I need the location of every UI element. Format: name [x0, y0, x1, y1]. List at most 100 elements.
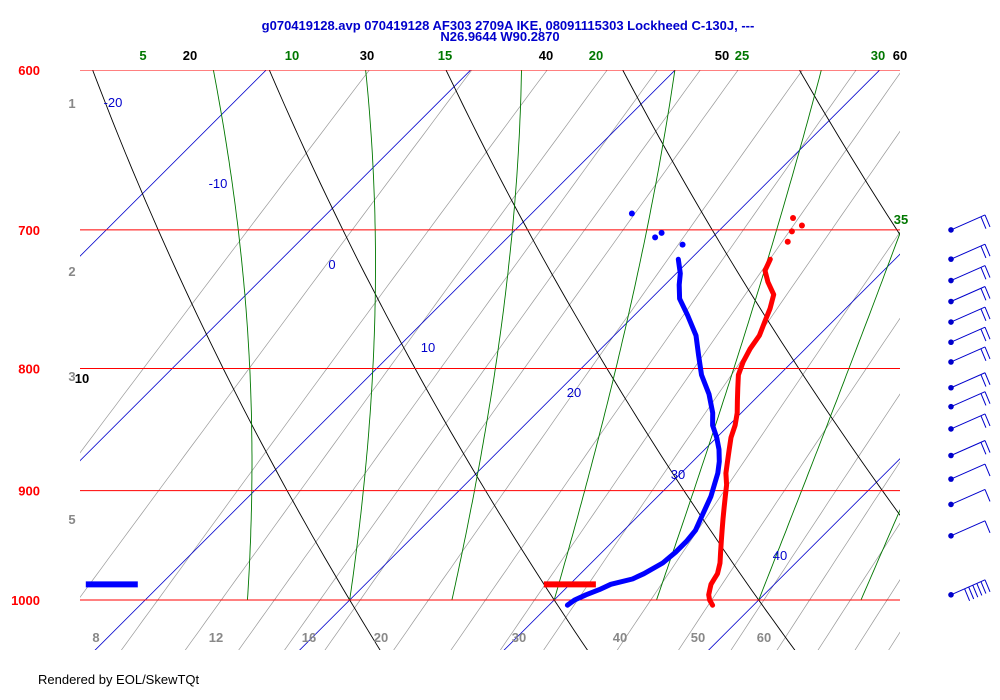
mixing-ratio-line	[393, 70, 803, 650]
mixing-ratio-line	[730, 393, 900, 650]
wind-barb-staff	[950, 391, 986, 408]
wind-barb-base	[948, 476, 954, 482]
wind-barbs	[948, 214, 991, 601]
dry-adiabat-label: 20	[183, 48, 197, 63]
wind-barb-base	[948, 256, 954, 262]
chart-title: g070419128.avp 070419128 AF303 2709A IKE…	[262, 18, 755, 33]
altitude-label: 2	[68, 264, 75, 279]
wind-barb-staff	[950, 579, 986, 596]
wind-barb-flag	[980, 267, 987, 280]
mixing-ratio-line	[919, 0, 1000, 651]
wind-barb-staff	[950, 243, 986, 260]
mixing-ratio-label: 8	[92, 630, 99, 645]
isotherm-label: 30	[671, 467, 685, 482]
isotherm-label: -10	[209, 176, 228, 191]
wind-barb-flag	[984, 372, 991, 385]
wind-barb-base	[948, 339, 954, 346]
wind-barb-base	[948, 384, 954, 391]
dry-adiabat-label: 10	[75, 371, 89, 386]
wind-barb-flag	[980, 442, 987, 455]
mixing-ratio-label: 20	[374, 630, 388, 645]
wind-barb-flag	[984, 346, 991, 360]
wind-barb-flag	[984, 391, 991, 404]
mixing-ratio-line	[80, 70, 370, 454]
mixing-ratio-label: 12	[209, 630, 223, 645]
dry-adiabat-line	[798, 70, 900, 236]
dry-adiabat-label: 30	[360, 48, 374, 63]
moist-adiabat-label: 20	[589, 48, 603, 63]
mixing-ratio-line	[888, 631, 900, 650]
isotherm-label: 10	[421, 340, 435, 355]
wind-barb-flag	[984, 413, 991, 427]
mixing-ratio-label: 40	[613, 630, 627, 645]
temperature-point	[788, 228, 795, 235]
wind-barb-staff	[950, 463, 986, 480]
moist-adiabat-line	[451, 70, 522, 601]
pressure-label: 1000	[11, 593, 40, 608]
wind-barb-flag	[964, 588, 971, 601]
mixing-ratio-line	[678, 317, 900, 650]
wind-barb-staff	[950, 372, 986, 389]
dry-adiabat-label: 60	[893, 48, 907, 63]
wind-barb-flag	[968, 586, 975, 600]
wind-barb-flag	[984, 243, 991, 257]
moist-adiabat-line	[656, 70, 822, 601]
isotherm-line	[299, 70, 881, 650]
altitude-label: 1	[68, 96, 75, 111]
moist-adiabat-line	[349, 70, 376, 601]
isotherm-line	[503, 253, 900, 650]
dewpoint-point	[628, 210, 635, 217]
mixing-ratio-line	[184, 70, 608, 650]
wind-barb-flag	[984, 440, 991, 453]
isotherm-label: 20	[567, 385, 581, 400]
wind-barb-base	[948, 426, 954, 432]
mixing-ratio-line	[776, 461, 900, 650]
wind-barb-flag	[980, 308, 987, 322]
mixing-ratio-label: 30	[512, 630, 526, 645]
wind-barb-flag	[980, 393, 987, 406]
dry-adiabat-line	[622, 70, 900, 516]
pressure-label: 900	[18, 484, 40, 499]
mixing-ratio-line	[121, 70, 548, 650]
sounding-traces	[85, 210, 805, 608]
isotherm-label: 0	[328, 257, 335, 272]
dry-adiabat-label: 50	[715, 48, 729, 63]
wind-barb-flag	[972, 585, 979, 598]
moist-adiabat-label: 35	[894, 212, 908, 227]
wind-barb-flag	[980, 348, 987, 361]
wind-barb-staff	[950, 265, 986, 282]
wind-barb-flag	[980, 328, 987, 342]
isotherm-label: -20	[104, 95, 123, 110]
wind-barb-flag	[984, 489, 991, 502]
temperature-point	[790, 215, 797, 222]
mixing-ratio-line	[543, 130, 900, 650]
wind-barb-base	[948, 277, 954, 284]
wind-barb-flag	[976, 583, 983, 596]
dry-adiabat-label: 40	[539, 48, 553, 63]
isotherm-line	[94, 70, 676, 650]
moist-adiabat-label: 10	[285, 48, 299, 63]
wind-barb-staff	[950, 286, 986, 302]
wind-barb-staff	[950, 306, 986, 323]
moist-adiabat-line	[212, 70, 253, 601]
dewpoint-point	[652, 234, 659, 241]
temperature-point	[784, 238, 791, 245]
footer-credit: Rendered by EOL/SkewTQt	[38, 672, 200, 687]
pressure-label: 800	[18, 361, 40, 376]
moist-adiabat-line	[758, 231, 900, 601]
moist-adiabat-line	[553, 70, 676, 601]
wind-barb-flag	[980, 216, 987, 229]
pressure-label: 700	[18, 223, 40, 238]
mixing-ratio-label: 16	[302, 630, 316, 645]
wind-barb-flag	[984, 214, 991, 228]
mixing-ratio-label: 60	[757, 630, 771, 645]
wind-barb-staff	[950, 520, 986, 537]
moist-adiabat-label: 25	[735, 48, 749, 63]
wind-barb-flag	[984, 306, 991, 320]
wind-barb-staff	[950, 214, 986, 231]
mixing-ratio-line	[817, 522, 900, 650]
wind-barb-flag	[984, 327, 991, 340]
temperature-point	[798, 222, 805, 229]
moist-adiabat-label: 30	[871, 48, 885, 63]
